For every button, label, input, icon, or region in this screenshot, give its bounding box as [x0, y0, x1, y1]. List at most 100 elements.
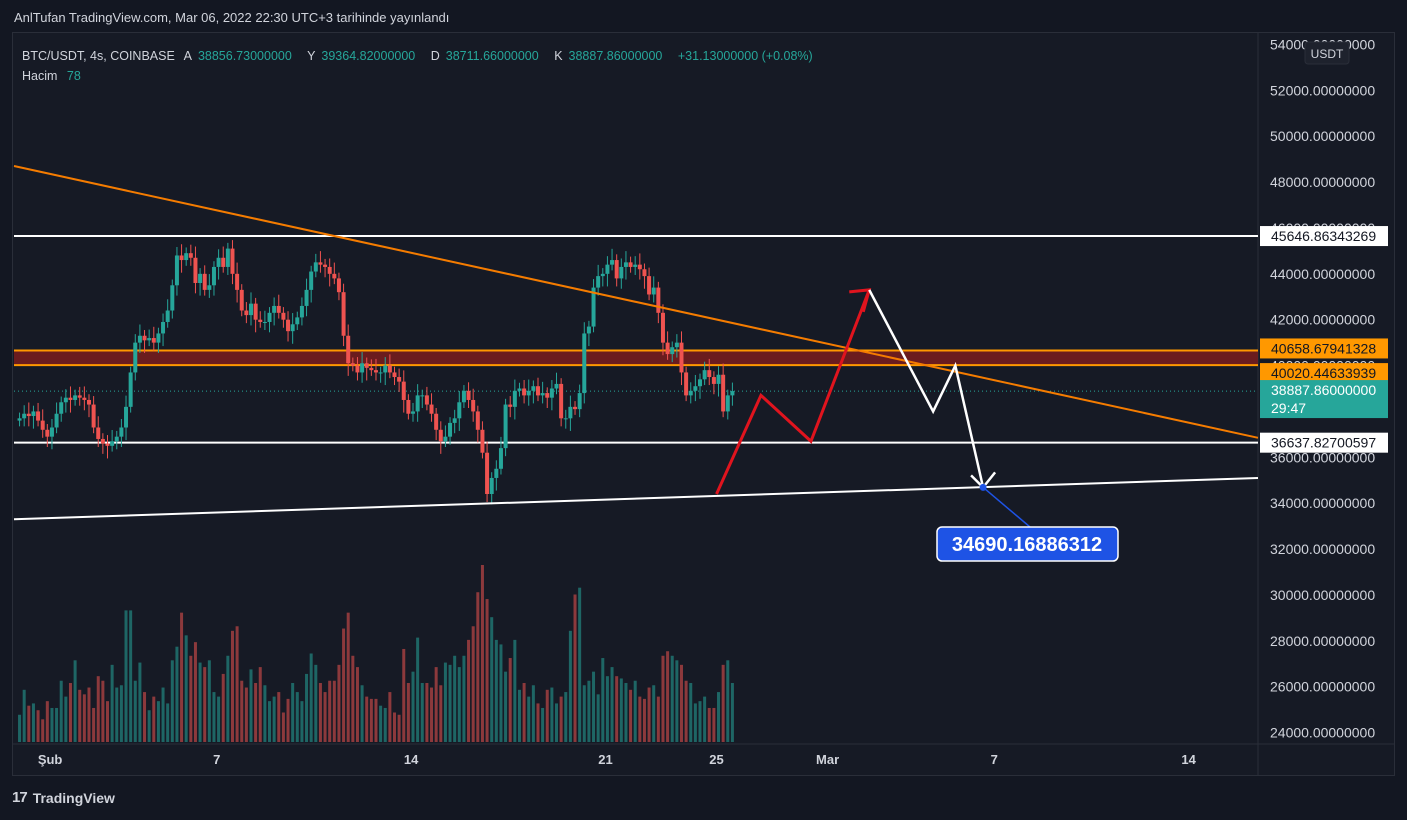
volume-bar [355, 667, 359, 742]
volume-bar [448, 664, 452, 742]
candle-body [693, 386, 698, 391]
candle-body [244, 310, 249, 316]
price-tick-label: 24000.00000000 [1270, 725, 1375, 741]
price-tick-label: 28000.00000000 [1270, 633, 1375, 649]
candle-body [96, 427, 101, 439]
candle-body [202, 273, 207, 290]
volume-bar [619, 678, 623, 742]
candle-body [309, 271, 314, 290]
price-badge-value: 40658.67941328 [1271, 340, 1376, 356]
volume-bar [59, 680, 63, 742]
candle-body [494, 468, 499, 478]
volume-bar [675, 660, 679, 742]
volume-row: Hacim 78 [22, 66, 819, 86]
candle-body [281, 312, 286, 320]
volume-bar [27, 705, 31, 742]
candle-body [651, 287, 656, 295]
candle-body [545, 393, 550, 398]
candle-body [179, 255, 184, 261]
currency-badge-bg [1304, 41, 1350, 65]
candle-body [401, 381, 406, 400]
candle-body [679, 342, 684, 373]
volume-bar [337, 664, 341, 742]
volume-bar [573, 594, 577, 742]
candle-body [26, 413, 31, 417]
volume-bar [596, 694, 600, 742]
volume-value: 78 [66, 69, 81, 83]
candle-body [656, 287, 661, 313]
candle-body [147, 338, 152, 341]
volume-bar [254, 683, 258, 742]
candle-body [642, 269, 647, 277]
volume-bar [670, 655, 674, 742]
brand-name: TradingView [32, 789, 115, 806]
volume-bar [656, 696, 660, 742]
symbol-label[interactable]: BTC/USDT, 4s, COINBASE [22, 49, 175, 63]
candle-body [54, 413, 59, 428]
volume-label[interactable]: Hacim [22, 69, 58, 83]
volume-bar [684, 680, 688, 742]
volume-bar [633, 680, 637, 742]
volume-series [18, 565, 734, 742]
volume-bar [31, 703, 35, 742]
volume-bar [263, 685, 267, 742]
candle-body [341, 292, 346, 336]
candle-body [448, 422, 453, 437]
volume-bar [610, 667, 614, 742]
volume-bar [291, 683, 295, 742]
candle-body [267, 312, 272, 322]
volume-bar [101, 680, 105, 742]
volume-bar [346, 612, 350, 742]
volume-bar [467, 639, 471, 742]
change-value: +31.13000000 (+0.08%) [677, 49, 813, 63]
candle-body [582, 333, 587, 394]
ascending-support-trendline [13, 476, 1259, 521]
volume-bar [184, 635, 188, 742]
price-tick-label: 48000.00000000 [1270, 174, 1375, 190]
candle-body [174, 255, 179, 286]
descending-resistance-trendline [13, 165, 1259, 439]
candle-body [332, 273, 337, 279]
time-tick-label: 21 [598, 752, 612, 767]
volume-bar [402, 648, 406, 742]
price-axis-badge: 40020.44633939 [1260, 363, 1388, 384]
candle-body [531, 386, 536, 391]
candle-body [730, 391, 735, 396]
volume-bar [693, 703, 697, 742]
white-projection-path [868, 289, 985, 488]
candle-body [628, 262, 633, 267]
candle-body [133, 342, 138, 373]
volume-bar [342, 628, 346, 742]
volume-bar [522, 683, 526, 742]
high-value: 39364.82000000 [321, 49, 416, 63]
candle-body [577, 393, 582, 410]
candle-body [350, 363, 355, 366]
candle-body [526, 390, 531, 396]
volume-bar [388, 692, 392, 742]
price-axis-badge: 40658.67941328 [1260, 338, 1388, 359]
candle-body [272, 305, 277, 313]
volume-bar [18, 714, 22, 742]
chart-frame[interactable] [12, 32, 1395, 776]
candle-body [128, 372, 133, 407]
candle-body [276, 305, 281, 313]
candle-body [711, 377, 716, 384]
chart-legend: BTC/USDT, 4s, COINBASE A 38856.73000000 Y… [22, 46, 819, 86]
candle-body [702, 370, 707, 380]
price-badge-value: 40020.44633939 [1271, 365, 1376, 381]
time-tick-label: Şub [38, 752, 63, 767]
candle-body [198, 273, 203, 283]
volume-bar [726, 660, 730, 742]
candle-body [508, 404, 513, 407]
volume-bar [295, 692, 299, 742]
candle-body [318, 262, 323, 265]
candle-body [262, 321, 267, 323]
volume-bar [411, 671, 415, 742]
volume-bar [332, 680, 336, 742]
volume-bar [249, 669, 253, 742]
volume-bar [244, 687, 248, 742]
candle-body [420, 395, 425, 397]
candle-body [170, 285, 175, 311]
volume-bar [166, 703, 170, 742]
